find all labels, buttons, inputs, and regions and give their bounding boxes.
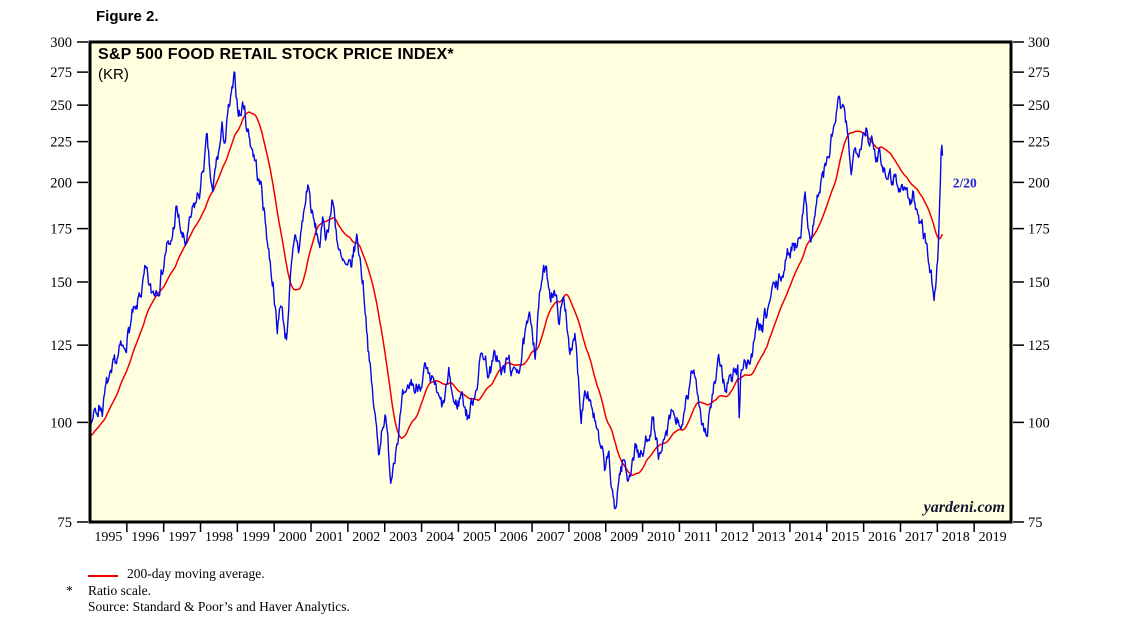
plot-frame bbox=[88, 40, 1013, 524]
x-tick-label: 1997 bbox=[168, 530, 196, 545]
y-tick-label-left: 200 bbox=[50, 175, 72, 191]
plot-area bbox=[90, 42, 1011, 522]
x-tick-label: 2000 bbox=[279, 530, 307, 545]
y-tick-label-right: 250 bbox=[1028, 98, 1050, 114]
y-tick-label-right: 75 bbox=[1028, 515, 1043, 531]
x-tick-label: 2006 bbox=[500, 530, 528, 545]
footnote-asterisk: * bbox=[66, 583, 73, 598]
ma-line-series bbox=[91, 111, 944, 476]
watermark-yardeni: yardeni.com bbox=[923, 499, 1005, 516]
x-tick-label: 2017 bbox=[905, 530, 933, 545]
y-tick-label-left: 300 bbox=[50, 35, 72, 51]
x-tick-label: 2010 bbox=[647, 530, 675, 545]
y-tick-label-right: 200 bbox=[1028, 175, 1050, 191]
footnote-ratio-scale: Ratio scale. bbox=[88, 583, 151, 598]
x-tick-label: 2019 bbox=[979, 530, 1007, 545]
y-tick-label-right: 275 bbox=[1028, 65, 1050, 81]
x-tick-label: 2008 bbox=[573, 530, 601, 545]
data-series-group bbox=[91, 71, 944, 510]
x-tick-label: 2003 bbox=[389, 530, 417, 545]
x-tick-label: 2015 bbox=[831, 530, 859, 545]
last-point-annotation: 2/20 bbox=[953, 175, 977, 190]
y-tick-label-left: 100 bbox=[50, 415, 72, 431]
figure-label: Figure 2. bbox=[96, 8, 159, 25]
y-tick-label-left: 225 bbox=[50, 135, 72, 151]
x-tick-label: 2012 bbox=[721, 530, 749, 545]
x-tick-label: 2004 bbox=[426, 530, 454, 545]
y-tick-label-right: 100 bbox=[1028, 415, 1050, 431]
x-tick-label: 2016 bbox=[868, 530, 896, 545]
y-tick-label-left: 250 bbox=[50, 98, 72, 114]
x-tick-label: 2014 bbox=[794, 530, 822, 545]
x-tick-label: 1998 bbox=[205, 530, 233, 545]
x-tick-label: 2013 bbox=[758, 530, 786, 545]
ma-legend-label: 200-day moving average. bbox=[127, 566, 265, 581]
chart-subtitle: (KR) bbox=[98, 66, 129, 83]
y-tick-label-right: 175 bbox=[1028, 222, 1050, 238]
x-tick-label: 2001 bbox=[315, 530, 343, 545]
y-tick-label-right: 150 bbox=[1028, 275, 1050, 291]
x-tick-label: 1999 bbox=[242, 530, 270, 545]
y-tick-label-left: 125 bbox=[50, 338, 72, 354]
y-tick-label-left: 75 bbox=[58, 515, 73, 531]
x-tick-label: 2002 bbox=[352, 530, 380, 545]
y-tick-label-left: 150 bbox=[50, 275, 72, 291]
x-tick-label: 2011 bbox=[684, 530, 711, 545]
x-tick-label: 2007 bbox=[537, 530, 565, 545]
x-tick-label: 2005 bbox=[463, 530, 491, 545]
y-tick-label-left: 175 bbox=[50, 222, 72, 238]
x-tick-label: 1996 bbox=[131, 530, 159, 545]
y-tick-label-right: 300 bbox=[1028, 35, 1050, 51]
x-tick-label: 2009 bbox=[610, 530, 638, 545]
y-tick-label-right: 125 bbox=[1028, 338, 1050, 354]
y-tick-label-right: 225 bbox=[1028, 135, 1050, 151]
x-tick-label: 2018 bbox=[942, 530, 970, 545]
x-tick-label: 1995 bbox=[94, 530, 122, 545]
price-line-series bbox=[91, 71, 944, 510]
ma-line-swatch bbox=[88, 575, 118, 577]
footnote-source: Source: Standard & Poor’s and Haver Anal… bbox=[88, 599, 350, 614]
y-tick-label-left: 275 bbox=[50, 65, 72, 81]
chart-title: S&P 500 FOOD RETAIL STOCK PRICE INDEX* bbox=[98, 46, 454, 63]
